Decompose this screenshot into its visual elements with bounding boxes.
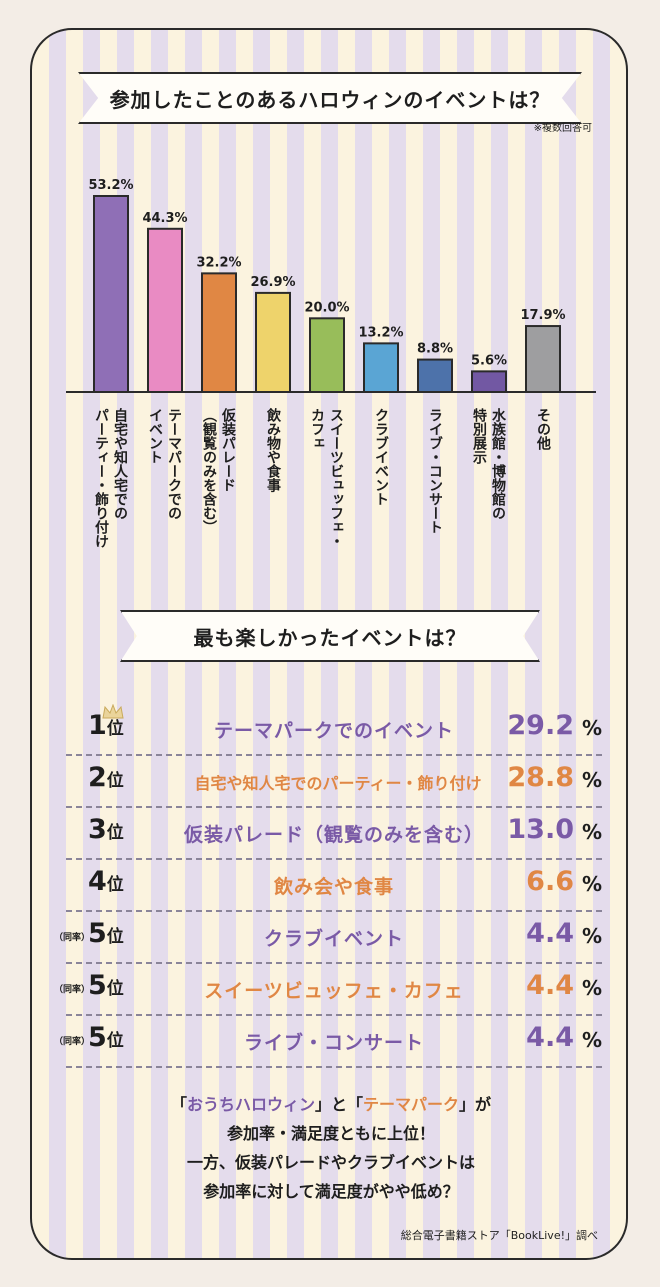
multiple-answer-note: ※複数回答可 (533, 123, 592, 134)
summary-line-2: 参加率・満足度ともに上位！ (226, 1124, 435, 1143)
bar-value-label-5: 20.0% (304, 300, 349, 315)
ranking-row-2: 2位 自宅や知人宅でのパーティー・飾り付け 28.8% (66, 754, 602, 808)
tie-label: （同率） (54, 933, 91, 943)
chart-title-banner: 参加したことのあるハロウィンのイベントは？ (78, 72, 582, 124)
ranking-row-3: 3位 仮装パレード（観覧のみを含む） 13.0% (66, 806, 602, 860)
category-label-5-2: カフェ (309, 408, 325, 450)
summary-text: 「おうちハロウィン」と「テーマパーク」が 参加率・満足度ともに上位！ 一方、仮装… (32, 1090, 626, 1206)
category-label-2-1: テーマパークでの (166, 408, 182, 520)
bar-value-label-9: 17.9% (520, 308, 565, 323)
tie-label: （同率） (54, 1037, 91, 1047)
ranking-title: 最も楽しかったイベントは？ (193, 625, 467, 650)
rank-percentage-value: 28.8 (507, 762, 574, 793)
rank-number: 5位 (88, 918, 124, 949)
ranking-title-banner: 最も楽しかったイベントは？ (120, 610, 540, 662)
bar-3 (201, 272, 237, 393)
ranking-row-1: 1位 テーマパークでのイベント 29.2% (66, 702, 602, 756)
percent-sign: % (581, 924, 602, 948)
rank-number: 1位 (88, 710, 124, 741)
bar-6 (363, 342, 399, 394)
percent-sign: % (581, 976, 602, 1000)
category-label-6-1: クラブイベント (373, 408, 389, 506)
bar-value-label-2: 44.3% (142, 211, 187, 226)
rank-number: 4位 (88, 866, 124, 897)
rank-unit: 位 (106, 823, 124, 843)
participation-bar-chart: 53.2% 自宅や知人宅でのパーティー・飾り付け 44.3% テーマパークでのイベント… (66, 178, 596, 548)
bar-value-label-4: 26.9% (250, 275, 295, 290)
bar-4 (255, 291, 291, 393)
category-label-8-1: 水族館・博物館の (490, 407, 507, 520)
bar-value-label-3: 32.2% (196, 255, 241, 270)
bar-7 (417, 358, 453, 393)
rank-percentage-value: 4.4 (526, 1022, 574, 1053)
rank-unit: 位 (106, 719, 124, 739)
category-label-5-1: スイーツビュッフェ・ (328, 408, 344, 548)
crown-icon (102, 704, 124, 719)
highlight-theme-park: テーマパーク (363, 1095, 460, 1114)
category-label-1-2: パーティー・飾り付け (93, 408, 109, 548)
bar-value-label-6: 13.2% (358, 325, 403, 340)
rank-event-label: テーマパークでのイベント (213, 720, 454, 742)
summary-line-1: 「おうちハロウィン」と「テーマパーク」が (170, 1095, 492, 1114)
percent-sign: % (581, 1028, 602, 1052)
ranking-row-5: （同率） 5位 クラブイベント 4.4% (54, 910, 602, 964)
category-label-7-1: ライブ・コンサート (427, 408, 443, 534)
category-label-2-2: イベント (147, 408, 163, 464)
highlight-ouchi-halloween: おうちハロウィン (186, 1095, 315, 1114)
rank-percentage-value: 13.0 (507, 814, 574, 845)
rank-number: 5位 (88, 1022, 124, 1053)
category-label-3-2: （観覧のみを含む） (201, 408, 218, 534)
category-label-4-1: 飲み物や食事 (265, 407, 282, 493)
percent-sign: % (581, 820, 602, 844)
rank-number: 3位 (88, 814, 124, 845)
ranking-row-7: （同率） 5位 ライブ・コンサート 4.4% (54, 1014, 602, 1068)
rank-percentage-value: 4.4 (526, 918, 574, 949)
rank-unit: 位 (106, 875, 124, 895)
bar-8 (471, 370, 507, 394)
bar-value-label-1: 53.2% (88, 178, 133, 193)
rank-event-label: ライブ・コンサート (243, 1032, 424, 1054)
ranking-row-4: 4位 飲み会や食事 6.6% (66, 858, 602, 912)
rank-number: 2位 (88, 762, 124, 793)
rank-event-label: クラブイベント (263, 928, 404, 950)
tie-label: （同率） (54, 985, 91, 995)
rank-unit: 位 (106, 1031, 124, 1051)
bar-9 (525, 325, 561, 393)
bar-2 (147, 227, 183, 393)
ranking-row-6: （同率） 5位 スイーツビュッフェ・カフェ 4.4% (54, 962, 602, 1016)
bar-value-label-7: 8.8% (417, 342, 453, 357)
percent-sign: % (581, 872, 602, 896)
infographic-card: 参加したことのあるハロウィンのイベントは？ ※複数回答可 53.2% 自宅や知人宅… (30, 28, 628, 1260)
rank-event-label: スイーツビュッフェ・カフェ (204, 980, 464, 1002)
rank-percentage-value: 6.6 (526, 866, 574, 897)
category-label-8-2: 特別展示 (471, 407, 488, 465)
category-label-3-1: 仮装パレード (220, 407, 237, 492)
category-label-1-1: 自宅や知人宅での (112, 407, 128, 520)
rank-unit: 位 (106, 771, 124, 791)
bar-1 (93, 195, 129, 393)
rank-percentage-value: 29.2 (507, 710, 574, 741)
source-credit: 総合電子書籍ストア「BookLive!」調べ (400, 1229, 598, 1242)
rank-unit: 位 (106, 979, 124, 999)
chart-title: 参加したことのあるハロウィンのイベントは？ (109, 87, 551, 112)
bar-5 (309, 317, 345, 394)
percent-sign: % (581, 768, 602, 792)
summary-line-4: 参加率に対して満足度がやや低め？ (203, 1182, 459, 1201)
bar-value-label-8: 5.6% (471, 353, 507, 368)
category-label-9-1: その他 (535, 408, 552, 451)
rank-event-label: 飲み会や食事 (273, 876, 394, 898)
rank-unit: 位 (106, 927, 124, 947)
rank-percentage-value: 4.4 (526, 970, 574, 1001)
rank-number: 5位 (88, 970, 124, 1001)
percent-sign: % (581, 716, 602, 740)
rank-event-label: 自宅や知人宅でのパーティー・飾り付け (194, 774, 482, 793)
summary-line-3: 一方、仮装パレードやクラブイベントは (186, 1153, 475, 1172)
rank-event-label: 仮装パレード（観覧のみを含む） (183, 824, 484, 846)
